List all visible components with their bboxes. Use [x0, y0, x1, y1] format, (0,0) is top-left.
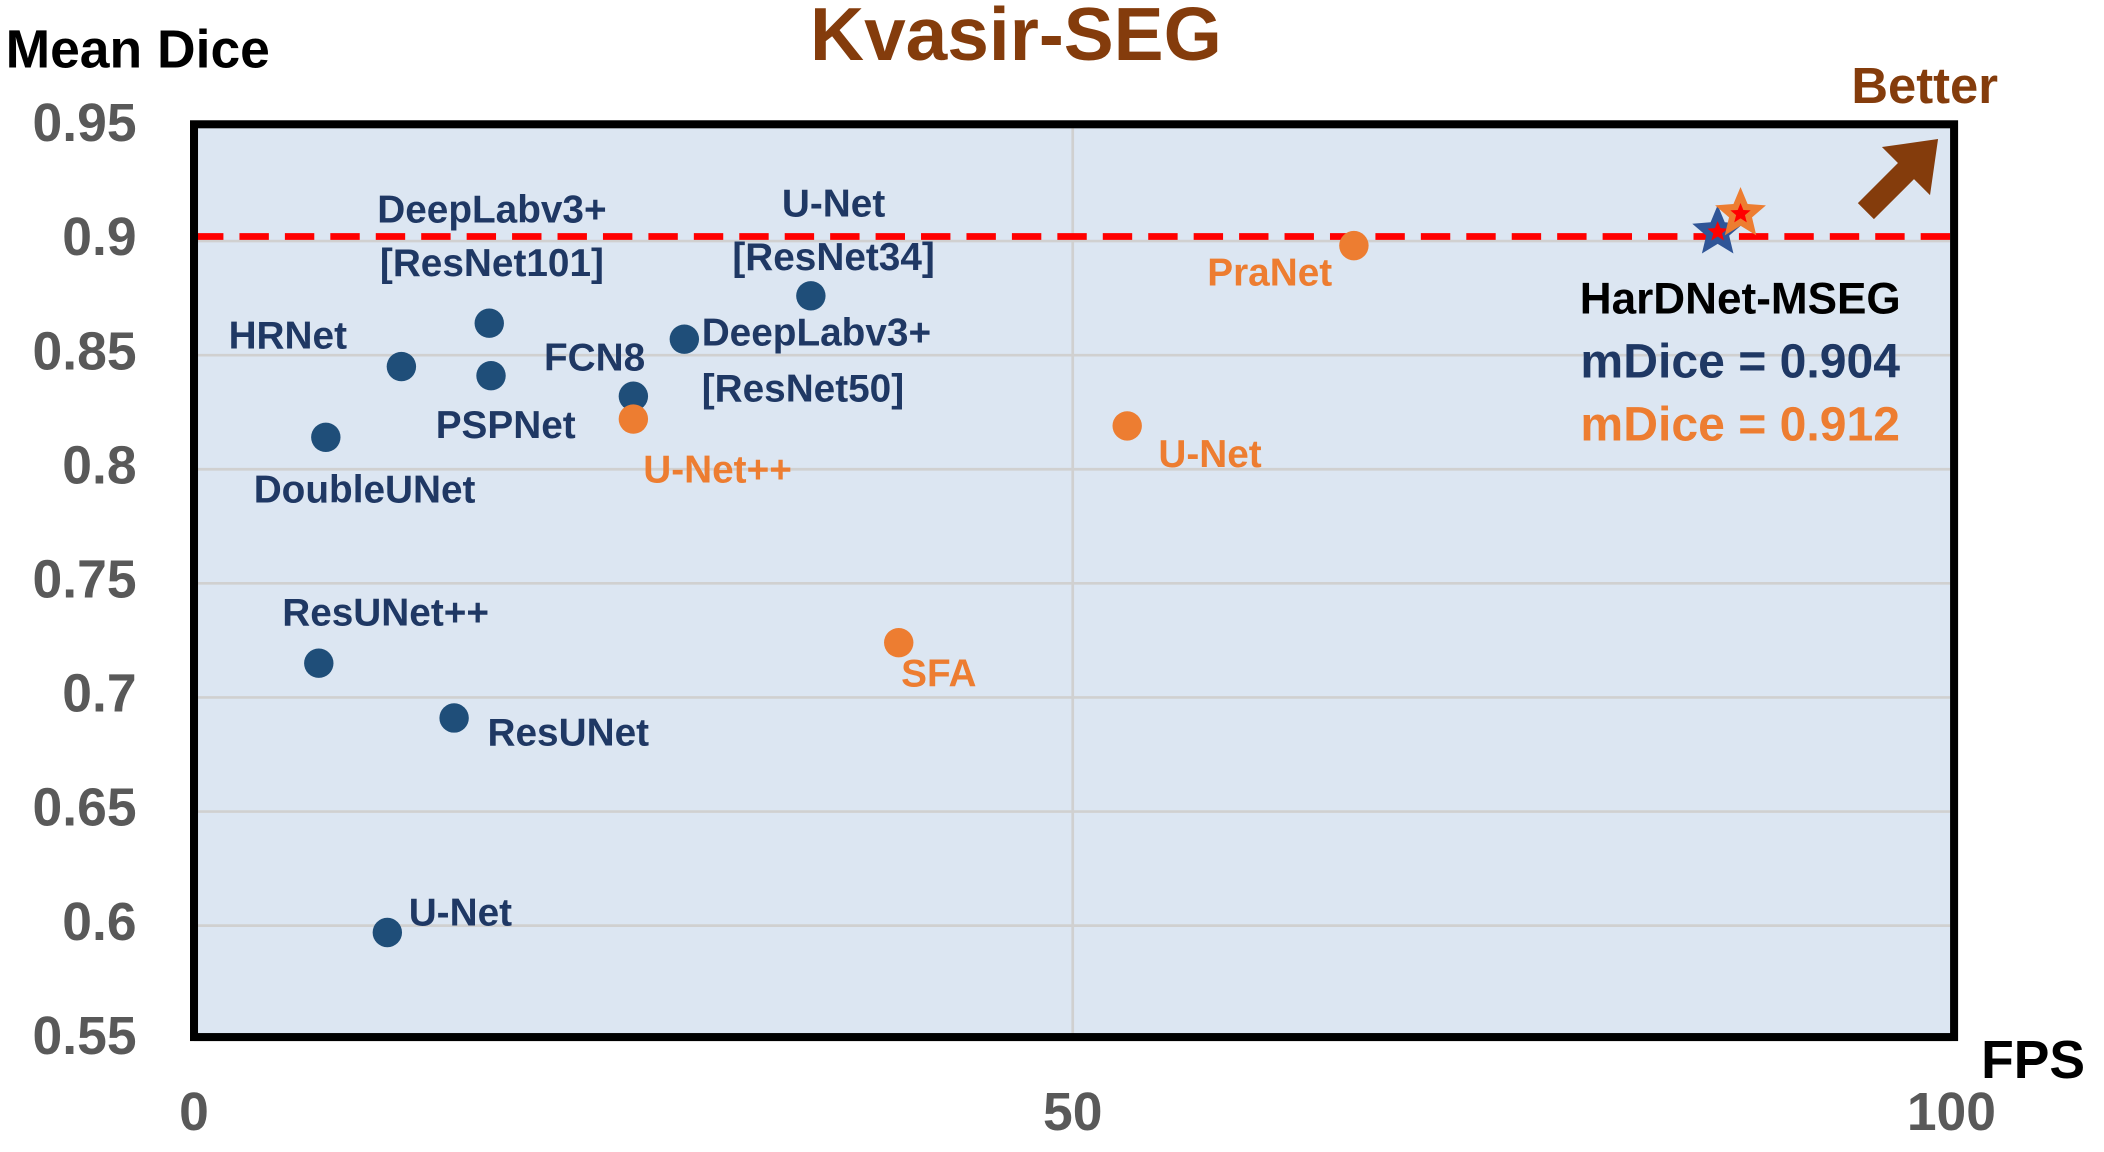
- y-tick-label: 0.95: [33, 94, 137, 153]
- point: [304, 648, 334, 678]
- y-tick-label: 0.65: [33, 779, 137, 838]
- point-label: ResUNet: [488, 712, 650, 755]
- point-label: DeepLabv3+: [702, 311, 931, 354]
- better-arrow: [1857, 138, 1939, 220]
- point: [669, 324, 700, 354]
- y-tick-label: 0.55: [33, 1007, 137, 1066]
- point-label: DeepLabv3+: [377, 189, 606, 232]
- point: [311, 422, 341, 453]
- point-label: [ResNet34]: [732, 236, 934, 279]
- annotation: Better: [1851, 57, 1998, 114]
- point-label: SFA: [901, 652, 976, 695]
- y-axis-label: Mean Dice: [6, 21, 270, 80]
- point-label: U-Net: [1158, 433, 1261, 476]
- point: [372, 917, 403, 948]
- y-tick-label: 0.85: [33, 322, 137, 381]
- point: [386, 351, 417, 382]
- annotation: mDice = 0.912: [1580, 397, 1900, 451]
- point-label: [ResNet101]: [380, 242, 604, 285]
- point-label: FCN8: [544, 336, 645, 379]
- point-label: DoubleUNet: [254, 468, 476, 511]
- point: [618, 404, 649, 434]
- point: [1339, 230, 1369, 261]
- point: [1112, 411, 1142, 441]
- point-label: [ResNet50]: [702, 368, 904, 411]
- point-label: U-Net: [782, 183, 885, 226]
- plot-frame: [190, 120, 1959, 1042]
- y-tick-label: 0.7: [62, 665, 136, 724]
- y-tick-label: 0.6: [62, 893, 136, 952]
- annotation: HarDNet-MSEG: [1580, 275, 1901, 324]
- star-inner: [1730, 203, 1751, 223]
- y-tick-label: 0.75: [33, 550, 137, 609]
- point: [618, 381, 649, 411]
- point-label: PraNet: [1207, 251, 1332, 294]
- point-label: PSPNet: [436, 404, 576, 447]
- y-tick-label: 0.9: [62, 208, 136, 267]
- point: [476, 360, 506, 391]
- point-label: U-Net: [409, 891, 512, 934]
- point: [884, 627, 914, 658]
- point-label: ResUNet++: [282, 591, 489, 634]
- star-inner: [1707, 221, 1728, 241]
- point: [439, 703, 469, 733]
- x-tick-label: 100: [1907, 1083, 1996, 1142]
- point: [474, 308, 504, 338]
- chart-title: Kvasir-SEG: [810, 0, 1222, 76]
- annotation: mDice = 0.904: [1580, 335, 1900, 389]
- point-label: U-Net++: [643, 449, 792, 492]
- x-tick-label: 0: [179, 1083, 209, 1142]
- x-axis-label: FPS: [1981, 1031, 2085, 1090]
- y-tick-label: 0.8: [62, 436, 136, 495]
- point-label: HRNet: [229, 315, 348, 358]
- point: [796, 281, 826, 311]
- x-tick-label: 50: [1043, 1083, 1102, 1142]
